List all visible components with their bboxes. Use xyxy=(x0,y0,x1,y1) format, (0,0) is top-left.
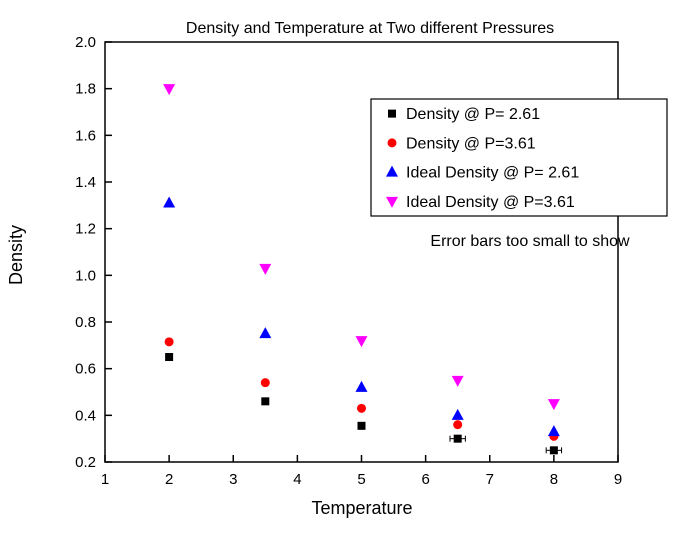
triangle-up-marker xyxy=(386,165,398,177)
series-1 xyxy=(164,337,559,441)
y-tick-label: 0.4 xyxy=(75,407,96,424)
triangle-up-marker xyxy=(547,425,560,437)
triangle-down-marker xyxy=(163,84,176,96)
y-tick-label: 1.0 xyxy=(75,267,96,284)
legend-entry-label: Ideal Density @ P=3.61 xyxy=(406,194,575,211)
x-tick-label: 6 xyxy=(421,471,429,488)
x-axis-label: Temperature xyxy=(311,498,412,518)
y-tick-label: 0.8 xyxy=(75,314,96,331)
circle-marker xyxy=(260,378,270,388)
x-tick-label: 7 xyxy=(486,471,494,488)
circle-marker xyxy=(357,403,366,413)
plot-area: 1 2 3 4 5 6 7 8 9 0.2 0.4 0.6 0.8 1.0 1.2 1.4 1.6 1.8 2.0 xyxy=(75,34,622,488)
annotation-text: Error bars too small to show xyxy=(430,233,630,250)
square-marker xyxy=(357,421,366,430)
x-tick-label: 3 xyxy=(229,471,237,488)
legend-entry-label: Density @ P=3.61 xyxy=(406,135,536,152)
x-tick-label: 4 xyxy=(293,471,301,488)
triangle-up-marker xyxy=(451,408,464,420)
x-tick-label: 9 xyxy=(614,471,622,488)
triangle-up-marker xyxy=(259,327,272,339)
circle-marker xyxy=(453,420,463,430)
y-tick-label: 2.0 xyxy=(75,34,96,51)
chart-title: Density and Temperature at Two different… xyxy=(186,20,554,37)
y-tick-label: 1.4 xyxy=(75,174,96,191)
square-marker xyxy=(165,353,174,361)
x-tick-label: 1 xyxy=(101,471,109,488)
square-marker xyxy=(549,446,558,455)
circle-marker xyxy=(387,138,397,148)
legend-entry-label: Ideal Density @ P= 2.61 xyxy=(406,165,579,182)
square-marker xyxy=(388,109,396,118)
series-3 xyxy=(163,84,560,411)
square-marker xyxy=(261,397,270,406)
triangle-down-marker xyxy=(547,399,560,411)
y-tick-label: 1.2 xyxy=(75,221,96,238)
x-tick-label: 2 xyxy=(165,471,173,488)
circle-marker xyxy=(164,337,174,347)
triangle-down-marker xyxy=(355,336,368,348)
y-tick-label: 0.2 xyxy=(75,454,96,471)
y-tick-label: 0.6 xyxy=(75,361,96,378)
series-2 xyxy=(163,196,560,437)
square-marker xyxy=(453,434,462,443)
x-tick-label: 5 xyxy=(357,471,365,488)
y-axis-label: Density xyxy=(6,225,26,285)
legend-entry-label: Density @ P= 2.61 xyxy=(406,106,540,123)
triangle-up-marker xyxy=(163,196,176,208)
y-tick-label: 1.8 xyxy=(75,81,96,98)
x-tick-label: 8 xyxy=(550,471,558,488)
triangle-down-marker xyxy=(451,375,464,387)
triangle-up-marker xyxy=(355,380,368,392)
triangle-down-marker xyxy=(386,196,398,208)
legend-box xyxy=(370,98,668,217)
series-0 xyxy=(165,353,563,455)
y-tick-label: 1.6 xyxy=(75,127,96,144)
legend: Density @ P= 2.61 Density @ P=3.61 Ideal D… xyxy=(370,98,668,217)
triangle-down-marker xyxy=(259,263,272,275)
